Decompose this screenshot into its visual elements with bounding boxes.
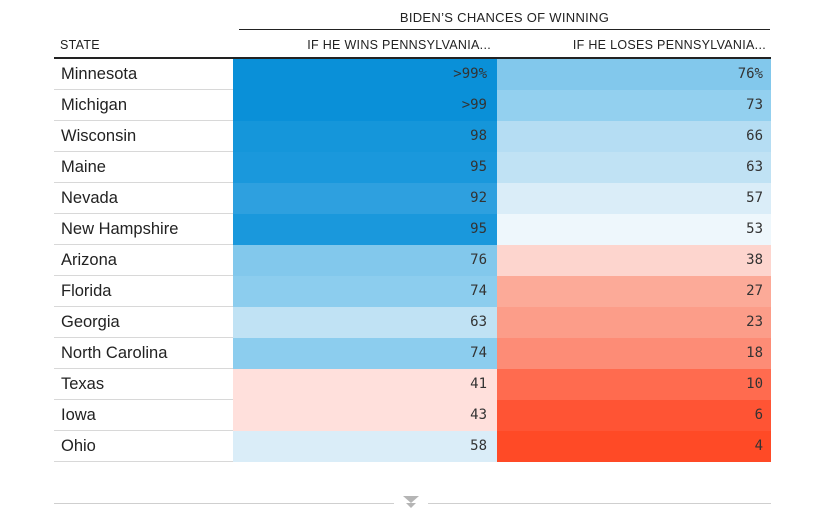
row-divider (54, 430, 233, 431)
state-name: Maine (61, 158, 106, 176)
win-chance-cell: 95 (233, 214, 497, 245)
table-row: Maine 95 63 (54, 152, 771, 183)
row-divider (54, 337, 233, 338)
table-row: Nevada 92 57 (54, 183, 771, 214)
state-name: Nevada (61, 189, 118, 207)
super-header: BIDEN’S CHANCES OF WINNING (239, 9, 770, 30)
state-name: Texas (61, 375, 105, 393)
row-divider (54, 368, 233, 369)
row-divider (54, 275, 233, 276)
column-header-wins-pennsylvania: IF HE WINS PENNSYLVANIA... (307, 38, 491, 52)
state-name: Minnesota (61, 65, 138, 83)
column-header-state: STATE (60, 38, 100, 52)
win-chance-cell: 41 (233, 369, 497, 400)
table-row: Michigan >99 73 (54, 90, 771, 121)
row-divider (54, 399, 233, 400)
lose-chance-cell: 66 (497, 121, 771, 152)
state-name: Ohio (61, 437, 96, 455)
lose-chance-cell: 76% (497, 59, 771, 90)
lose-chance-cell: 53 (497, 214, 771, 245)
win-chance-cell: 98 (233, 121, 497, 152)
row-divider (54, 151, 233, 152)
table-row: Arizona 76 38 (54, 245, 771, 276)
lose-chance-cell: 57 (497, 183, 771, 214)
table-row: Ohio 58 4 (54, 431, 771, 462)
lose-chance-cell: 73 (497, 90, 771, 121)
row-divider (54, 306, 233, 307)
win-chance-cell: 95 (233, 152, 497, 183)
chevron-down-icon[interactable] (402, 495, 420, 509)
state-name: Florida (61, 282, 112, 300)
state-name: New Hampshire (61, 220, 179, 238)
win-chance-cell: >99% (233, 59, 497, 90)
lose-chance-cell: 23 (497, 307, 771, 338)
state-name: Michigan (61, 96, 128, 114)
win-chance-cell: 43 (233, 400, 497, 431)
lose-chance-cell: 63 (497, 152, 771, 183)
lose-chance-cell: 18 (497, 338, 771, 369)
win-chance-cell: 92 (233, 183, 497, 214)
footer-divider-right (428, 503, 771, 504)
win-chance-cell: 74 (233, 276, 497, 307)
win-chance-cell: 58 (233, 431, 497, 462)
state-name: Arizona (61, 251, 117, 269)
table-row: Texas 41 10 (54, 369, 771, 400)
win-chance-cell: 76 (233, 245, 497, 276)
lose-chance-cell: 4 (497, 431, 771, 462)
row-divider (54, 182, 233, 183)
row-divider (54, 120, 233, 121)
table-row: Wisconsin 98 66 (54, 121, 771, 152)
header-rule (54, 57, 771, 59)
row-divider (54, 244, 233, 245)
row-divider (54, 89, 233, 90)
footer-divider-left (54, 503, 394, 504)
state-name: Iowa (61, 406, 96, 424)
table-body: Minnesota >99% 76% Michigan >99 73 Wisconsin 98… (54, 59, 771, 462)
win-chance-cell: 74 (233, 338, 497, 369)
column-header-loses-pennsylvania: IF HE LOSES PENNSYLVANIA... (572, 38, 766, 52)
table-row: Florida 74 27 (54, 276, 771, 307)
lose-chance-cell: 38 (497, 245, 771, 276)
win-chance-cell: 63 (233, 307, 497, 338)
table-row: Iowa 43 6 (54, 400, 771, 431)
lose-chance-cell: 6 (497, 400, 771, 431)
state-name: Georgia (61, 313, 120, 331)
row-divider (54, 213, 233, 214)
row-divider (54, 461, 233, 462)
lose-chance-cell: 10 (497, 369, 771, 400)
state-name: North Carolina (61, 344, 168, 362)
table-row: Minnesota >99% 76% (54, 59, 771, 90)
win-chance-cell: >99 (233, 90, 497, 121)
lose-chance-cell: 27 (497, 276, 771, 307)
table-row: New Hampshire 95 53 (54, 214, 771, 245)
table-row: Georgia 63 23 (54, 307, 771, 338)
table-row: North Carolina 74 18 (54, 338, 771, 369)
state-name: Wisconsin (61, 127, 137, 145)
